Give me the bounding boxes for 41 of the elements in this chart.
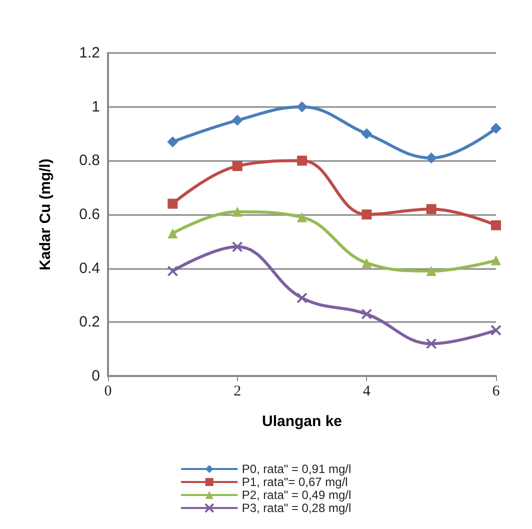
- legend-label: P3, rata" = 0,28 mg/l: [242, 501, 352, 515]
- point: [426, 204, 436, 214]
- point: [232, 114, 243, 126]
- x-tick-label: 0: [104, 384, 112, 400]
- point: [490, 324, 502, 336]
- point: [426, 152, 437, 164]
- point: [296, 292, 308, 304]
- point: [167, 136, 178, 148]
- point: [361, 308, 372, 320]
- x-tick-label: 2: [234, 384, 242, 400]
- legend-label: P1, rata"= 0,67 mg/l: [242, 475, 348, 489]
- y-tick-label: 0.2: [79, 314, 100, 331]
- point: [491, 255, 501, 266]
- y-tick-label: 0.6: [79, 206, 100, 223]
- point: [490, 122, 502, 134]
- y-tick-label: 1: [92, 98, 100, 116]
- point: [167, 266, 178, 277]
- y-tick-label: 0: [92, 368, 100, 384]
- point: [362, 210, 372, 220]
- point: [361, 128, 372, 140]
- point: [232, 241, 243, 252]
- point: [168, 228, 178, 238]
- point: [297, 156, 307, 166]
- x-axis-title: Ulangan ke: [262, 413, 342, 430]
- point: [232, 161, 242, 172]
- point: [426, 338, 437, 350]
- legend-label: P2, rata" = 0,49 mg/l: [242, 488, 352, 502]
- y-tick-label: 0.4: [79, 260, 100, 277]
- y-tick-label: 1.2: [79, 44, 100, 62]
- x-tick-label: 4: [362, 384, 371, 400]
- point: [297, 212, 307, 222]
- y-tick-label: 0.8: [79, 152, 100, 170]
- x-tick-label: 6: [492, 384, 500, 400]
- point: [232, 206, 242, 217]
- point: [426, 266, 436, 276]
- point: [491, 220, 501, 230]
- point: [362, 258, 372, 268]
- legend-label: P0, rata" = 0,91 mg/l: [242, 462, 352, 476]
- point: [168, 198, 178, 209]
- y-axis-title: Kadar Cu (mg/l): [37, 158, 54, 270]
- point: [296, 101, 308, 112]
